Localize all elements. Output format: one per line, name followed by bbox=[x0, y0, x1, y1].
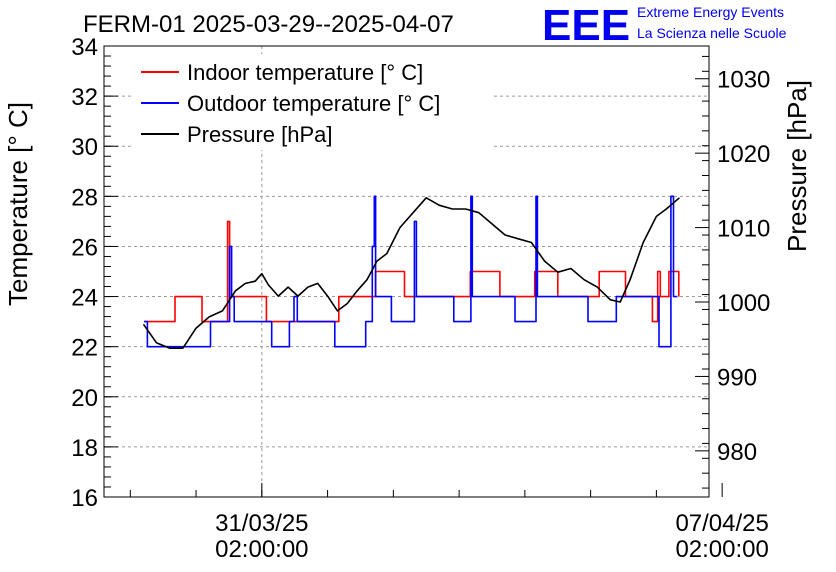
y-tick-label: 32 bbox=[71, 84, 98, 111]
y-tick-label: 22 bbox=[71, 335, 98, 362]
x-tick-label-time: 02:00:00 bbox=[215, 536, 308, 563]
y2-tick-label: 1010 bbox=[717, 216, 770, 243]
legend-label: Indoor temperature [° C] bbox=[187, 60, 423, 85]
logo-mark: EEE bbox=[542, 1, 630, 50]
series-line-2 bbox=[142, 197, 680, 349]
y-tick-label: 34 bbox=[71, 34, 98, 61]
y-tick-label: 28 bbox=[71, 184, 98, 211]
chart-title: FERM-01 2025-03-29--2025-04-07 bbox=[83, 11, 454, 38]
logo-line2: La Scienza nelle Scuole bbox=[637, 25, 787, 41]
eee-logo: EEE Extreme Energy Events La Scienza nel… bbox=[542, 1, 787, 50]
y-tick-label: 30 bbox=[71, 134, 98, 161]
plot-frame bbox=[103, 45, 710, 498]
legend-label: Pressure [hPa] bbox=[187, 122, 333, 147]
x-tick-label-date: 07/04/25 bbox=[675, 510, 768, 537]
y2-tick-label: 1030 bbox=[717, 67, 770, 94]
axes: 16 18 20 22 24 26 28 30 32 34 980 990 1000 1010 1020 10… bbox=[71, 34, 770, 563]
legend-label: Outdoor temperature [° C] bbox=[187, 91, 440, 116]
legend: Indoor temperature [° C] Outdoor temperat… bbox=[141, 60, 440, 147]
y-tick-label: 20 bbox=[71, 385, 98, 412]
y-tick-label: 18 bbox=[71, 435, 98, 462]
y2-tick-label: 1000 bbox=[717, 290, 770, 317]
y2-tick-label: 1020 bbox=[717, 141, 770, 168]
x-tick-label-date: 31/03/25 bbox=[215, 510, 308, 537]
y2-axis-title: Pressure [hPa] bbox=[782, 80, 812, 252]
series-line-0 bbox=[144, 220, 680, 323]
y-axis-title: Temperature [° C] bbox=[3, 102, 33, 306]
series-line-1 bbox=[144, 195, 678, 348]
series-group bbox=[142, 195, 680, 349]
logo-line1: Extreme Energy Events bbox=[637, 4, 784, 20]
y-tick-label: 26 bbox=[71, 234, 98, 261]
y-tick-label: 24 bbox=[71, 285, 98, 312]
x-tick-label-time: 02:00:00 bbox=[675, 536, 768, 563]
legend-background bbox=[134, 54, 494, 150]
y-tick-label: 16 bbox=[71, 485, 98, 512]
y2-tick-label: 980 bbox=[717, 439, 757, 466]
y2-tick-label: 990 bbox=[717, 364, 757, 391]
